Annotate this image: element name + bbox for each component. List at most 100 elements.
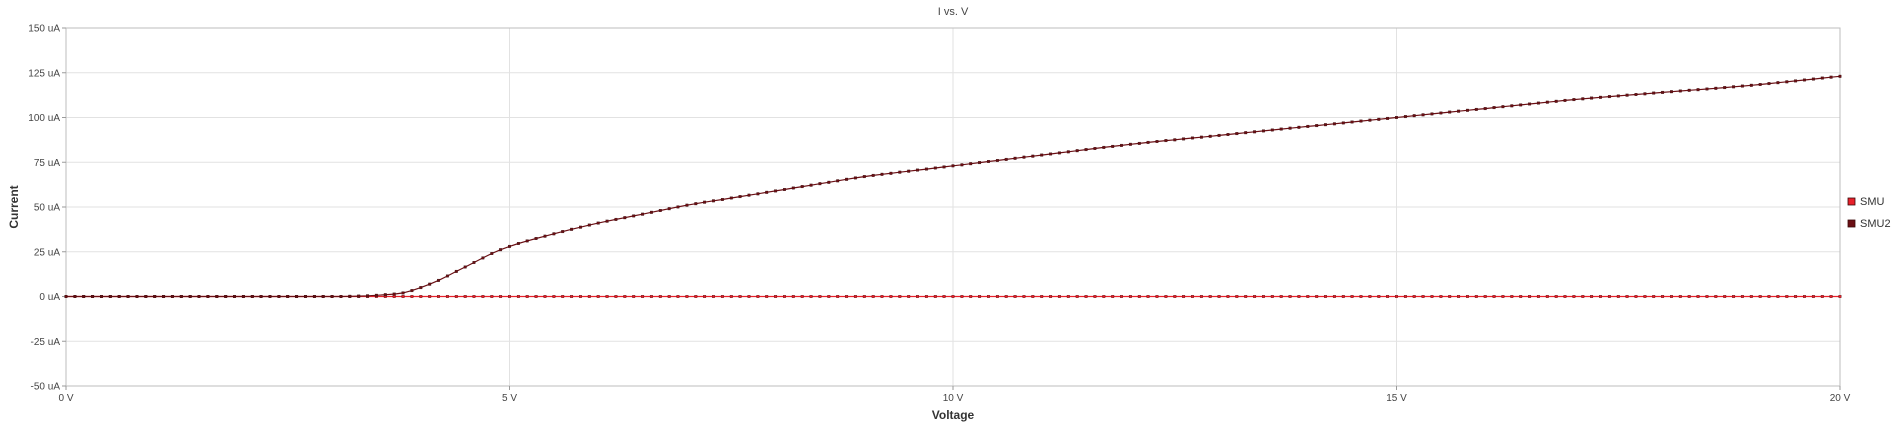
- series-smu2: [64, 74, 1842, 298]
- data-point: [1652, 91, 1656, 95]
- data-point: [871, 173, 875, 177]
- data-point: [1075, 149, 1079, 153]
- data-point: [1270, 295, 1274, 298]
- data-point: [1093, 147, 1097, 150]
- data-point: [1084, 148, 1088, 152]
- data-point: [1838, 295, 1842, 298]
- data-point: [1049, 295, 1053, 298]
- data-point: [1057, 295, 1061, 298]
- data-point: [738, 195, 742, 199]
- data-point: [676, 295, 680, 298]
- data-point: [401, 295, 405, 298]
- data-point: [472, 295, 476, 298]
- data-point: [1661, 295, 1665, 298]
- data-point: [490, 252, 494, 255]
- data-point: [330, 295, 334, 298]
- data-point: [516, 295, 520, 298]
- data-point: [1217, 133, 1221, 137]
- x-tick-label: 5 V: [502, 393, 517, 404]
- data-point: [1820, 76, 1824, 80]
- data-point: [1625, 93, 1629, 97]
- data-point: [472, 261, 476, 264]
- data-point: [712, 295, 715, 298]
- data-point: [987, 160, 990, 163]
- data-point: [295, 295, 299, 298]
- data-point: [1430, 112, 1434, 116]
- data-point: [1386, 116, 1390, 120]
- data-point: [641, 212, 645, 216]
- data-point: [1732, 295, 1736, 298]
- data-point: [951, 295, 955, 298]
- x-tick-label: 20 V: [1830, 393, 1851, 404]
- data-point: [543, 295, 547, 298]
- data-point: [1235, 132, 1239, 136]
- data-point: [774, 189, 778, 193]
- data-point: [933, 166, 937, 170]
- data-point: [508, 295, 511, 298]
- data-point: [339, 295, 343, 298]
- data-point: [907, 295, 911, 298]
- data-point: [1599, 295, 1602, 298]
- data-point: [1492, 106, 1496, 110]
- data-point: [1607, 295, 1611, 298]
- data-point: [383, 293, 387, 297]
- data-point: [1049, 152, 1053, 156]
- data-point: [1412, 295, 1416, 298]
- data-point: [907, 169, 911, 173]
- data-point: [916, 295, 919, 298]
- data-point: [685, 295, 689, 298]
- data-point: [845, 177, 849, 181]
- data-point: [1767, 295, 1771, 298]
- data-point: [1794, 79, 1798, 83]
- data-point: [978, 295, 982, 298]
- data-point: [1696, 295, 1700, 298]
- data-point: [1536, 295, 1540, 298]
- data-point: [1146, 295, 1150, 298]
- data-point: [428, 295, 432, 298]
- data-point: [1066, 150, 1070, 154]
- data-point: [791, 186, 795, 190]
- data-point: [410, 289, 414, 293]
- data-point: [1519, 103, 1523, 107]
- data-point: [1501, 295, 1505, 298]
- data-point: [1536, 101, 1540, 105]
- data-point: [321, 295, 325, 298]
- data-point: [579, 225, 582, 229]
- data-point: [197, 295, 201, 298]
- data-point: [64, 295, 68, 298]
- data-point: [1758, 295, 1762, 298]
- data-point: [1430, 295, 1434, 298]
- data-point: [1235, 295, 1239, 298]
- data-point: [960, 163, 964, 167]
- data-point: [995, 159, 999, 162]
- data-point: [747, 295, 751, 298]
- data-point: [1581, 97, 1585, 101]
- data-point: [765, 295, 769, 298]
- data-point: [765, 190, 769, 194]
- data-point: [410, 295, 414, 298]
- chart-title: I vs. V: [938, 6, 969, 18]
- data-point: [1359, 295, 1363, 298]
- data-point: [614, 217, 618, 221]
- legend-swatch-smu2: [1847, 219, 1856, 228]
- data-point: [720, 295, 724, 298]
- data-point: [1714, 295, 1718, 298]
- data-point: [268, 295, 272, 298]
- data-point: [827, 295, 831, 298]
- data-point: [366, 294, 370, 298]
- data-point: [614, 295, 618, 298]
- data-point: [1013, 156, 1017, 160]
- data-point: [206, 295, 210, 298]
- data-point: [1820, 295, 1824, 298]
- data-point: [676, 205, 680, 209]
- data-point: [552, 295, 556, 298]
- data-point: [525, 239, 529, 243]
- data-point: [1137, 295, 1141, 298]
- data-point: [774, 295, 778, 298]
- data-point: [1554, 295, 1558, 298]
- data-point: [1457, 295, 1461, 298]
- data-point: [357, 294, 361, 298]
- data-point: [729, 295, 733, 298]
